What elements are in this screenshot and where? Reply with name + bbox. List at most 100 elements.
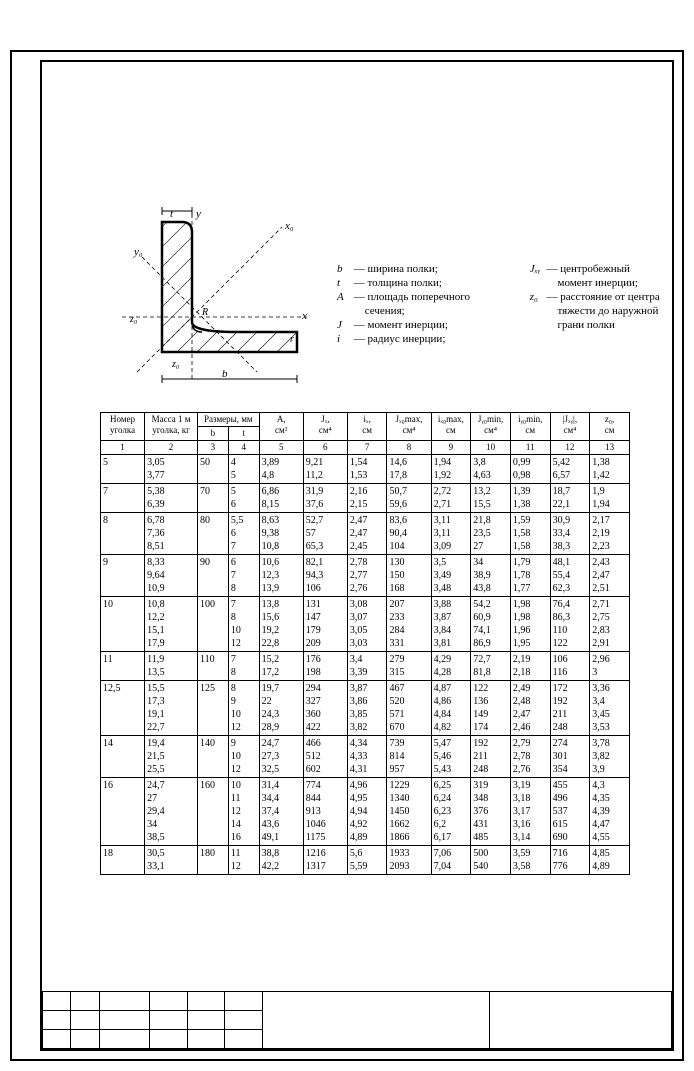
table-cell: 10 11 12 14 16 bbox=[228, 778, 259, 846]
legend-text: момент инерции; bbox=[544, 277, 638, 289]
table-cell: 1,39 1,38 bbox=[510, 484, 550, 513]
col-header: Размеры, мм bbox=[197, 413, 259, 427]
table-cell: 274 301 354 bbox=[550, 736, 590, 778]
table-cell: 106 116 bbox=[550, 652, 590, 681]
table-cell: 130 150 168 bbox=[387, 555, 431, 597]
table-cell: 6 7 8 bbox=[228, 555, 259, 597]
table-cell: 5 bbox=[101, 455, 145, 484]
table-cell: 1,54 1,53 bbox=[347, 455, 387, 484]
table-cell: 2,19 2,18 bbox=[510, 652, 550, 681]
table-cell: 38,8 42,2 bbox=[259, 846, 303, 875]
table-cell: 76,4 86,3 110 122 bbox=[550, 597, 590, 652]
col-header: t bbox=[228, 427, 259, 441]
legend-row: z₀ — расстояние от центра bbox=[530, 290, 680, 304]
table-cell: 2,17 2,19 2,23 bbox=[590, 513, 630, 555]
table-cell: 5,42 6,57 bbox=[550, 455, 590, 484]
table-cell: 176 198 bbox=[303, 652, 347, 681]
col-header: iᵧ₀min, см bbox=[510, 413, 550, 441]
col-header: z₀, см bbox=[590, 413, 630, 441]
col-header: b bbox=[197, 427, 228, 441]
table-cell: 3,78 3,82 3,9 bbox=[590, 736, 630, 778]
legend-col-right: Jₓᵧ — центробежный момент инерции;z₀ — р… bbox=[530, 262, 680, 332]
table-cell: 716 776 bbox=[550, 846, 590, 875]
table-cell: 14 bbox=[101, 736, 145, 778]
col-header: 1 bbox=[101, 441, 145, 455]
table-cell: 5 6 bbox=[228, 484, 259, 513]
col-header: Jₓ₀max, см⁴ bbox=[387, 413, 431, 441]
table-cell: 4,29 4,28 bbox=[431, 652, 471, 681]
table-cell: 122 136 149 174 bbox=[471, 681, 511, 736]
dim-z0b: z₀ bbox=[171, 359, 180, 370]
table-cell: 1216 1317 bbox=[303, 846, 347, 875]
table-cell: 140 bbox=[197, 736, 228, 778]
table-cell: 131 147 179 209 bbox=[303, 597, 347, 652]
col-header: 3 bbox=[197, 441, 228, 455]
col-header: Номер уголка bbox=[101, 413, 145, 441]
col-header: 9 bbox=[431, 441, 471, 455]
table-cell: 207 233 284 331 bbox=[387, 597, 431, 652]
table-cell: 2,16 2,15 bbox=[347, 484, 387, 513]
page: t y x₀ y₀ x b z₀ z₀ R r b — ширина полки… bbox=[0, 0, 694, 1071]
table-cell: 19,4 21,5 25,5 bbox=[145, 736, 198, 778]
table-cell: 5,38 6,39 bbox=[145, 484, 198, 513]
axis-y0: y₀ bbox=[133, 246, 143, 258]
col-header: 12 bbox=[550, 441, 590, 455]
col-header: |Jₓᵧ|, см⁴ bbox=[550, 413, 590, 441]
dim-z0l: z₀ bbox=[129, 314, 138, 325]
col-header: 4 bbox=[228, 441, 259, 455]
table-cell: 100 bbox=[197, 597, 228, 652]
table-cell: 30,9 33,4 38,3 bbox=[550, 513, 590, 555]
table-cell: 2,96 3 bbox=[590, 652, 630, 681]
col-header: 10 bbox=[471, 441, 511, 455]
table-cell: 34 38,9 43,8 bbox=[471, 555, 511, 597]
col-header: 6 bbox=[303, 441, 347, 455]
table-cell: 2,72 2,71 bbox=[431, 484, 471, 513]
legend-text: — момент инерции; bbox=[351, 319, 448, 331]
legend-text: — толщина полки; bbox=[351, 277, 442, 289]
table-cell: 319 348 376 431 485 bbox=[471, 778, 511, 846]
table-row: 1419,4 21,5 25,51409 10 1224,7 27,3 32,5… bbox=[101, 736, 630, 778]
table-cell: 2,43 2,47 2,51 bbox=[590, 555, 630, 597]
table-cell: 466 512 602 bbox=[303, 736, 347, 778]
table-cell: 5,6 5,59 bbox=[347, 846, 387, 875]
table-cell: 1,59 1,58 1,58 bbox=[510, 513, 550, 555]
table-cell: 467 520 571 670 bbox=[387, 681, 431, 736]
table-cell: 7 8 10 12 bbox=[228, 597, 259, 652]
inner-frame: t y x₀ y₀ x b z₀ z₀ R r b — ширина полки… bbox=[40, 60, 674, 1051]
table-row: 53,05 3,77504 53,89 4,89,21 11,21,54 1,5… bbox=[101, 455, 630, 484]
table-cell: 1933 2093 bbox=[387, 846, 431, 875]
table-row: 1111,9 13,51107 815,2 17,2176 1983,4 3,3… bbox=[101, 652, 630, 681]
table-cell: 82,1 94,3 106 bbox=[303, 555, 347, 597]
legend-row: i — радиус инерции; bbox=[337, 332, 527, 346]
table-cell: 2,49 2,48 2,47 2,46 bbox=[510, 681, 550, 736]
fillet-r: r bbox=[290, 334, 294, 345]
table-cell: 3,05 3,77 bbox=[145, 455, 198, 484]
table-cell: 18 bbox=[101, 846, 145, 875]
table-cell: 52,7 57 65,3 bbox=[303, 513, 347, 555]
table-cell: 6,86 8,15 bbox=[259, 484, 303, 513]
dim-b: b bbox=[222, 368, 228, 380]
table-cell: 3,59 3,58 bbox=[510, 846, 550, 875]
legend-symbol: z₀ bbox=[530, 290, 544, 304]
legend-text: сечения; bbox=[351, 305, 405, 317]
table-cell: 1,38 1,42 bbox=[590, 455, 630, 484]
col-header: 13 bbox=[590, 441, 630, 455]
table-cell: 279 315 bbox=[387, 652, 431, 681]
table-cell: 15,2 17,2 bbox=[259, 652, 303, 681]
col-header: iₓ, см bbox=[347, 413, 387, 441]
table-cell: 8,63 9,38 10,8 bbox=[259, 513, 303, 555]
table-cell: 21,8 23,5 27 bbox=[471, 513, 511, 555]
table-cell: 16 bbox=[101, 778, 145, 846]
legend-symbol: i bbox=[337, 332, 351, 346]
table-cell: 1229 1340 1450 1662 1866 bbox=[387, 778, 431, 846]
table-cell: 11,9 13,5 bbox=[145, 652, 198, 681]
table-cell: 3,11 3,11 3,09 bbox=[431, 513, 471, 555]
table-cell: 54,2 60,9 74,1 86,9 bbox=[471, 597, 511, 652]
table-cell: 5,47 5,46 5,43 bbox=[431, 736, 471, 778]
table-cell: 1,9 1,94 bbox=[590, 484, 630, 513]
legend-row: сечения; bbox=[337, 304, 527, 318]
axis-y: y bbox=[195, 208, 201, 220]
table-cell: 13,2 15,5 bbox=[471, 484, 511, 513]
legend-text: — радиус инерции; bbox=[351, 333, 445, 345]
table-cell: 8 bbox=[101, 513, 145, 555]
